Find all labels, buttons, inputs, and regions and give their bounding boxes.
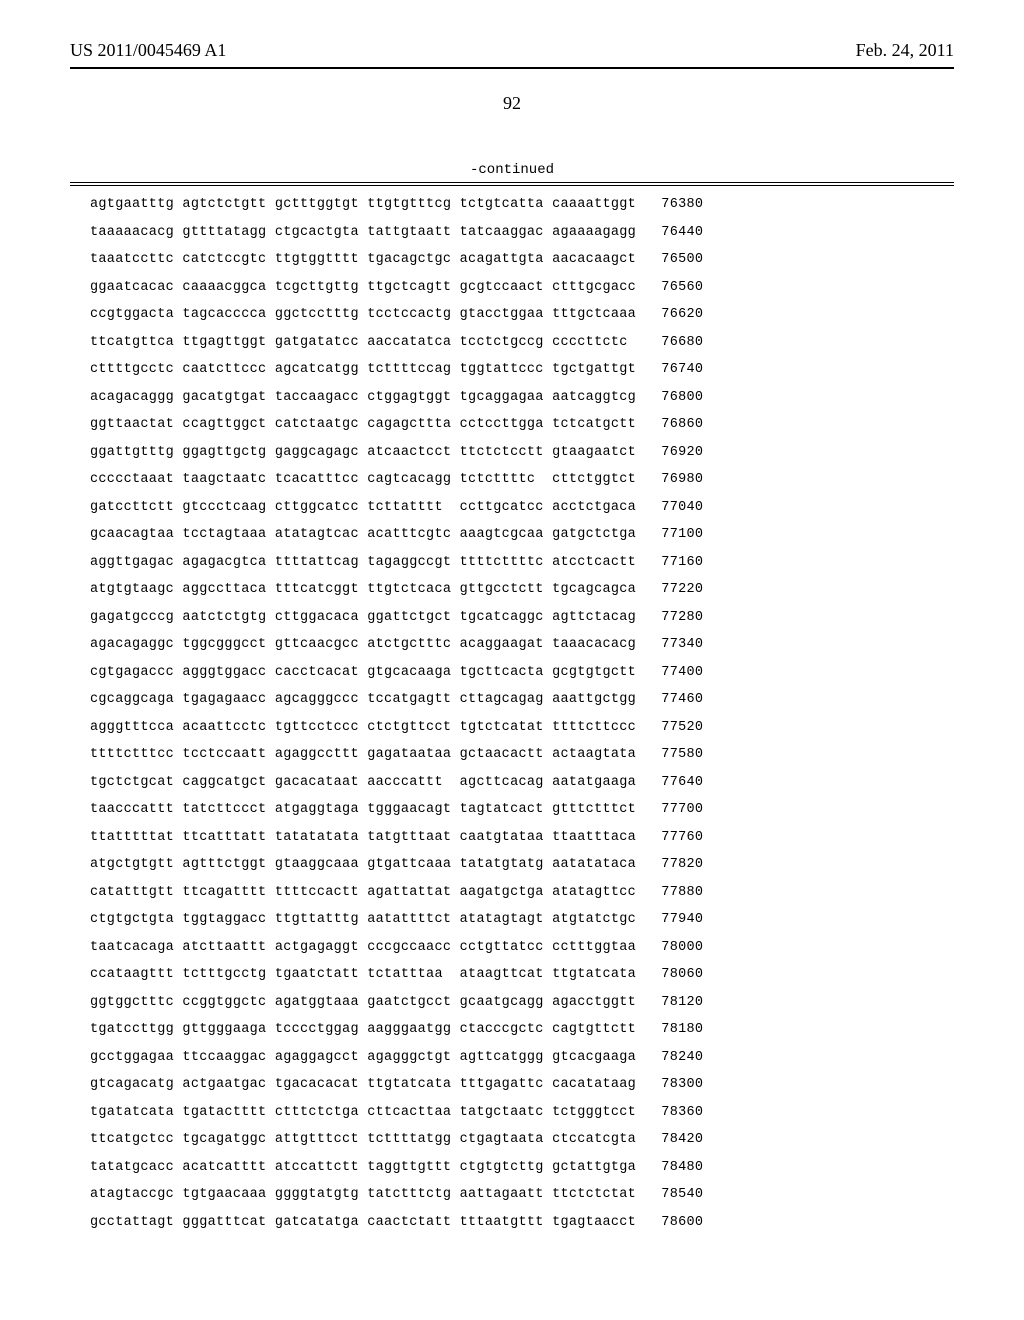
sequence-row: gatccttctt gtccctcaag cttggcatcc tcttatt… bbox=[90, 501, 954, 515]
sequence-row: tgatccttgg gttgggaaga tcccctggag aagggaa… bbox=[90, 1023, 954, 1037]
sequence-row: tgctctgcat caggcatgct gacacataat aacccat… bbox=[90, 776, 954, 790]
sequence-row: agggtttcca acaattcctc tgttcctccc ctctgtt… bbox=[90, 721, 954, 735]
sequence-row: taaatccttc catctccgtc ttgtggtttt tgacagc… bbox=[90, 253, 954, 267]
sequence-row: ttttctttcc tcctccaatt agaggccttt gagataa… bbox=[90, 748, 954, 762]
sequence-row: atgctgtgtt agtttctggt gtaaggcaaa gtgattc… bbox=[90, 858, 954, 872]
sequence-row: agtgaatttg agtctctgtt gctttggtgt ttgtgtt… bbox=[90, 198, 954, 212]
continued-label: -continued bbox=[70, 162, 954, 178]
sequence-row: atagtaccgc tgtgaacaaa ggggtatgtg tatcttt… bbox=[90, 1188, 954, 1202]
sequence-row: tatatgcacc acatcatttt atccattctt taggttg… bbox=[90, 1161, 954, 1175]
sequence-row: gagatgcccg aatctctgtg cttggacaca ggattct… bbox=[90, 611, 954, 625]
sequence-row: ggattgtttg ggagttgctg gaggcagagc atcaact… bbox=[90, 446, 954, 460]
sequence-row: ttcatgctcc tgcagatggc attgtttcct tctttta… bbox=[90, 1133, 954, 1147]
sequence-row: ccataagttt tctttgcctg tgaatctatt tctattt… bbox=[90, 968, 954, 982]
sequence-row: acagacaggg gacatgtgat taccaagacc ctggagt… bbox=[90, 391, 954, 405]
sequence-row: atgtgtaagc aggccttaca tttcatcggt ttgtctc… bbox=[90, 583, 954, 597]
sequence-row: ggttaactat ccagttggct catctaatgc cagagct… bbox=[90, 418, 954, 432]
header-rule bbox=[70, 67, 954, 69]
sequence-row: taacccattt tatcttccct atgaggtaga tgggaac… bbox=[90, 803, 954, 817]
sequence-row: cgcaggcaga tgagagaacc agcagggccc tccatga… bbox=[90, 693, 954, 707]
sequence-row: cgtgagaccc agggtggacc cacctcacat gtgcaca… bbox=[90, 666, 954, 680]
sequence-row: ggaatcacac caaaacggca tcgcttgttg ttgctca… bbox=[90, 281, 954, 295]
sequence-row: gcaacagtaa tcctagtaaa atatagtcac acatttc… bbox=[90, 528, 954, 542]
sequence-row: gcctggagaa ttccaaggac agaggagcct agagggc… bbox=[90, 1051, 954, 1065]
patent-date: Feb. 24, 2011 bbox=[856, 40, 954, 61]
sequence-row: taaaaacacg gttttatagg ctgcactgta tattgta… bbox=[90, 226, 954, 240]
sequence-row: taatcacaga atcttaattt actgagaggt cccgcca… bbox=[90, 941, 954, 955]
sequence-listing: agtgaatttg agtctctgtt gctttggtgt ttgtgtt… bbox=[90, 198, 954, 1229]
sequence-row: tgatatcata tgatactttt ctttctctga cttcact… bbox=[90, 1106, 954, 1120]
sequence-row: ctgtgctgta tggtaggacc ttgttatttg aatattt… bbox=[90, 913, 954, 927]
sequence-row: aggttgagac agagacgtca ttttattcag tagaggc… bbox=[90, 556, 954, 570]
sequence-rule-top bbox=[70, 182, 954, 183]
sequence-row: ccgtggacta tagcacccca ggctcctttg tcctcca… bbox=[90, 308, 954, 322]
sequence-row: ccccctaaat taagctaatc tcacatttcc cagtcac… bbox=[90, 473, 954, 487]
patent-number: US 2011/0045469 A1 bbox=[70, 40, 226, 61]
sequence-row: agacagaggc tggcgggcct gttcaacgcc atctgct… bbox=[90, 638, 954, 652]
sequence-row: ttatttttat ttcatttatt tatatatata tatgttt… bbox=[90, 831, 954, 845]
sequence-row: ggtggctttc ccggtggctc agatggtaaa gaatctg… bbox=[90, 996, 954, 1010]
sequence-row: cttttgcctc caatcttccc agcatcatgg tcttttc… bbox=[90, 363, 954, 377]
sequence-row: ttcatgttca ttgagttggt gatgatatcc aaccata… bbox=[90, 336, 954, 350]
sequence-rule-thin bbox=[70, 185, 954, 186]
page-number: 92 bbox=[70, 93, 954, 114]
sequence-row: catatttgtt ttcagatttt ttttccactt agattat… bbox=[90, 886, 954, 900]
sequence-row: gcctattagt gggatttcat gatcatatga caactct… bbox=[90, 1216, 954, 1230]
sequence-row: gtcagacatg actgaatgac tgacacacat ttgtatc… bbox=[90, 1078, 954, 1092]
